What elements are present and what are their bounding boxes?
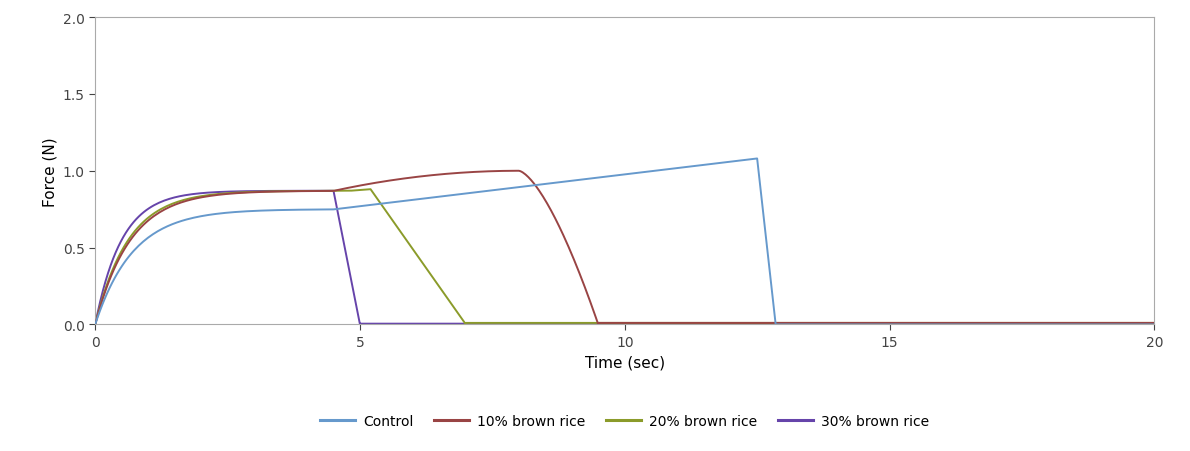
- Legend: Control, 10% brown rice, 20% brown rice, 30% brown rice: Control, 10% brown rice, 20% brown rice,…: [314, 408, 935, 433]
- Y-axis label: Force (N): Force (N): [42, 137, 57, 206]
- X-axis label: Time (sec): Time (sec): [584, 354, 665, 369]
